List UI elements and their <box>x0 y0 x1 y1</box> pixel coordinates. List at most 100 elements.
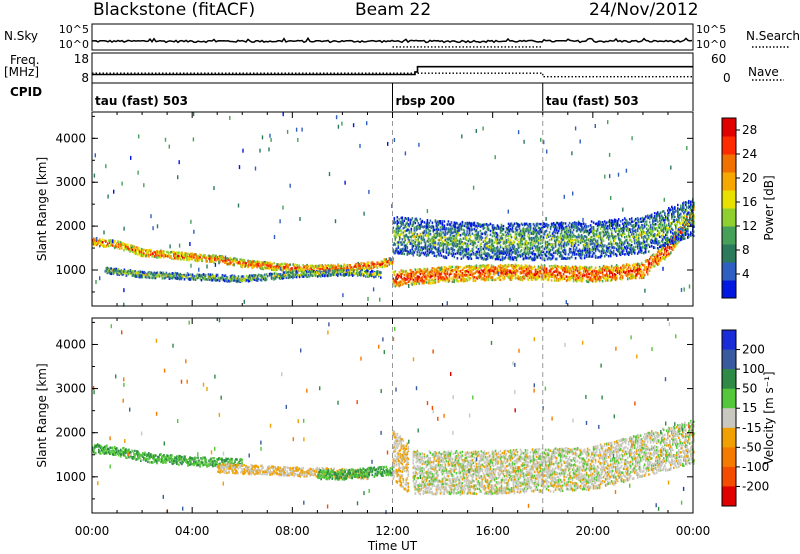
power-panel-cell <box>492 266 495 269</box>
power-panel-cell <box>396 233 399 236</box>
power-panel-cell <box>221 274 224 278</box>
power-panel-cell <box>680 230 682 234</box>
power-panel-cell <box>473 227 476 231</box>
power-panel-cell <box>306 263 308 267</box>
power-panel-cell <box>491 235 494 238</box>
power-panel-cell <box>229 262 231 266</box>
power-panel-cell <box>498 265 501 269</box>
power-panel-cell <box>199 256 201 259</box>
power-panel-cell <box>469 277 472 280</box>
power-panel-cell <box>684 224 686 227</box>
power-panel-cell <box>485 278 488 281</box>
power-panel-cell <box>456 222 459 225</box>
power-panel-cell <box>423 281 426 285</box>
power-panel-cell <box>238 278 241 281</box>
power-panel-cell <box>514 271 517 275</box>
power-panel-cell <box>514 275 517 279</box>
power-panel-cell <box>631 273 634 276</box>
power-panel-cell <box>169 274 172 277</box>
power-panel-cell <box>180 255 182 259</box>
power-panel-cell <box>488 268 491 272</box>
power-panel-cell <box>149 271 152 275</box>
power-panel-cell <box>488 270 491 273</box>
power-panel-cell <box>491 269 494 272</box>
power-panel-cell <box>291 269 293 272</box>
power-panel-cell <box>469 235 472 239</box>
power-panel-cell <box>130 246 132 249</box>
power-panel-cell <box>402 279 405 282</box>
power-panel-cell <box>379 265 382 268</box>
power-panel-cell <box>444 272 447 276</box>
power-panel-cell <box>170 251 172 254</box>
power-panel-cell <box>426 219 429 222</box>
power-panel-cell <box>531 277 534 280</box>
power-panel-cell <box>201 257 203 261</box>
power-panel-cell <box>319 271 322 274</box>
power-panel-cell <box>594 275 597 279</box>
power-panel-cell <box>187 252 189 255</box>
power-panel-cell <box>608 272 611 275</box>
power-panel-cell <box>659 256 662 260</box>
power-panel-cell <box>161 277 164 280</box>
power-panel-cell <box>157 253 159 256</box>
power-panel-cell <box>478 270 481 273</box>
power-panel-cell <box>324 270 327 274</box>
power-panel-cell <box>131 274 134 277</box>
power-panel-cell <box>99 241 101 244</box>
power-panel-cell <box>340 268 343 271</box>
power-panel-cell <box>444 278 447 281</box>
power-panel-cell <box>548 274 551 278</box>
power-panel-cell <box>419 248 422 252</box>
power-panel-cell <box>397 252 400 255</box>
power-panel-cell <box>117 268 120 271</box>
power-panel-cell <box>268 267 270 270</box>
power-panel-cell <box>394 243 397 246</box>
power-panel-cell <box>327 272 330 275</box>
power-panel-cell <box>92 241 94 244</box>
power-panel-cell <box>689 216 691 219</box>
power-panel-cell <box>553 279 556 282</box>
power-panel-cell <box>213 254 215 257</box>
power-panel-cell <box>591 278 594 281</box>
power-panel-cell <box>576 275 579 279</box>
power-panel-cell <box>337 264 339 267</box>
power-panel-cell <box>608 275 611 278</box>
power-panel-cell <box>642 269 645 272</box>
power-panel-cell <box>400 276 403 279</box>
power-panel-cell <box>282 265 284 268</box>
power-panel-cell <box>136 275 139 278</box>
power-panel-cell <box>416 219 419 222</box>
power-panel-cell <box>117 240 119 243</box>
power-panel-cell <box>463 266 466 269</box>
power-panel-cell <box>478 253 481 256</box>
power-panel-cell <box>403 226 406 229</box>
power-panel-cell <box>227 263 229 266</box>
power-panel-cell <box>429 276 432 279</box>
power-panel-cell <box>218 277 221 280</box>
power-panel-cell <box>367 264 370 267</box>
power-panel-cell <box>394 285 397 288</box>
power-panel-cell <box>402 249 405 252</box>
power-panel-cell <box>428 237 431 240</box>
power-panel-cell <box>233 274 236 278</box>
power-panel-cell <box>420 269 423 273</box>
power-panel-cell <box>469 255 472 258</box>
power-panel-cell <box>644 266 647 269</box>
power-panel-cell <box>501 269 504 272</box>
power-panel-cell <box>470 222 473 226</box>
power-panel-cell <box>146 254 148 257</box>
power-panel-cell <box>115 267 118 271</box>
power-panel-cell <box>588 276 591 279</box>
power-panel-cell <box>425 281 428 284</box>
power-panel-cell <box>586 276 589 279</box>
power-panel-cell <box>678 227 680 230</box>
power-panel-cell <box>226 263 228 266</box>
power-panel-cell <box>569 278 572 281</box>
power-panel-cell <box>668 243 670 246</box>
power-panel-cell <box>392 226 395 229</box>
power-panel-cell <box>643 267 646 270</box>
power-panel-cell <box>312 270 315 273</box>
power-panel-cell <box>521 270 524 273</box>
power-panel-cell <box>161 254 163 258</box>
power-panel-cell <box>595 274 598 277</box>
